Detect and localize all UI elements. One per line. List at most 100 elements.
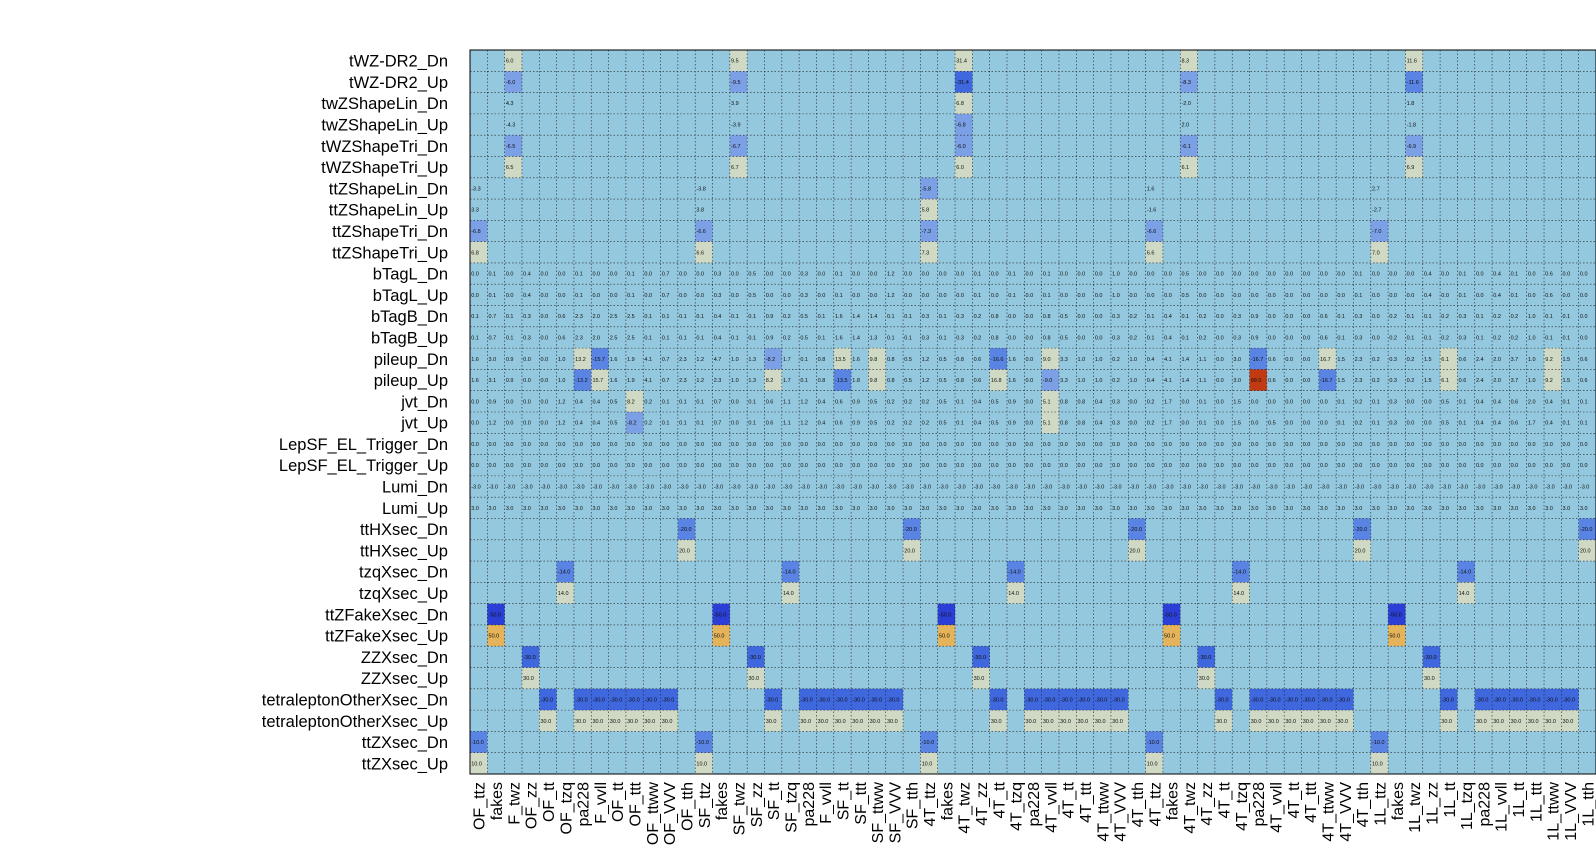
- heatmap-cell: [955, 518, 973, 541]
- heatmap-cell: [695, 71, 713, 93]
- cell-value-label: 6.9: [1407, 165, 1415, 171]
- heatmap-cell: [1249, 71, 1268, 93]
- heatmap-cell: [695, 412, 713, 434]
- heatmap-cell: [851, 71, 869, 93]
- heatmap-cell: [1093, 305, 1112, 328]
- heatmap-cell: [556, 199, 575, 221]
- cell-value-label: 0.3: [1389, 399, 1397, 405]
- heatmap-cell: [539, 348, 557, 370]
- heatmap-cell: [1058, 688, 1077, 711]
- heatmap-cell: [487, 135, 505, 157]
- heatmap-cell: [747, 624, 765, 647]
- heatmap-cell: [1440, 92, 1458, 115]
- heatmap-cell: [573, 156, 592, 179]
- heatmap-cell: [1058, 156, 1077, 179]
- heatmap-cell: [972, 199, 990, 221]
- cell-value-label: 5.1: [1043, 399, 1051, 405]
- heatmap-cell: [1110, 241, 1129, 264]
- cell-value-label: 0.0: [1563, 463, 1571, 469]
- cell-value-label: 0.0: [1147, 442, 1155, 448]
- cell-value-label: 10.0: [1372, 761, 1383, 767]
- heatmap-cell: [1544, 241, 1562, 264]
- heatmap-cell: [1457, 262, 1476, 285]
- heatmap-cell: [1457, 454, 1476, 477]
- heatmap-cell: [695, 284, 713, 306]
- row-label: ttHXsec_Dn: [360, 521, 448, 539]
- heatmap-cell: [1318, 539, 1337, 562]
- cell-value-label: 3.0: [1407, 506, 1415, 512]
- heatmap-cell: [868, 50, 887, 72]
- heatmap-cell: [695, 624, 713, 647]
- heatmap-cell: [1578, 156, 1596, 179]
- heatmap-cell: [1422, 71, 1441, 93]
- heatmap-cell: [885, 156, 904, 179]
- heatmap-cell: [1162, 582, 1181, 604]
- cell-value-label: 0.0: [1129, 399, 1137, 405]
- cell-value-label: 0.2: [1112, 378, 1120, 384]
- cell-value-label: -6.0: [956, 144, 965, 150]
- heatmap-cell: [1405, 326, 1424, 349]
- heatmap-cell: [816, 731, 835, 754]
- heatmap-cell: [833, 369, 852, 392]
- heatmap-cell: [747, 113, 765, 136]
- heatmap-cell: [868, 646, 887, 668]
- heatmap-cell: [920, 688, 939, 711]
- heatmap-cell: [521, 199, 540, 221]
- heatmap-cell: [885, 475, 904, 498]
- heatmap-cell: [851, 177, 869, 200]
- cell-value-label: -14.0: [558, 570, 571, 576]
- cell-value-label: -30.0: [592, 697, 605, 703]
- column-label: 4T_ttz: [1147, 782, 1164, 826]
- cell-value-label: 0.1: [818, 314, 826, 320]
- cell-value-label: 0.0: [679, 272, 687, 278]
- cell-value-label: 0.0: [1233, 442, 1241, 448]
- heatmap-cell: [712, 305, 731, 328]
- heatmap-cell: [1370, 326, 1389, 349]
- heatmap-cell: [1370, 348, 1389, 370]
- cell-value-label: 3.7: [1511, 357, 1519, 363]
- heatmap-cell: [851, 731, 869, 754]
- heatmap-cell: [1284, 752, 1302, 775]
- cell-value-label: 0.4: [1164, 335, 1172, 341]
- cell-value-label: 2.0: [1181, 123, 1189, 129]
- cell-value-label: -30.0: [627, 697, 640, 703]
- heatmap-cell: [781, 113, 800, 136]
- cell-value-label: 0.1: [1459, 293, 1467, 299]
- heatmap-cell: [625, 284, 644, 306]
- heatmap-cell: [1058, 518, 1077, 541]
- heatmap-cell: [1058, 412, 1077, 434]
- cell-value-label: 0.8: [818, 357, 826, 363]
- cell-value-label: 0.3: [1233, 314, 1241, 320]
- column-label: OF_ttt: [628, 781, 645, 826]
- heatmap-cell: [1422, 688, 1441, 711]
- heatmap-cell: [1440, 71, 1458, 93]
- heatmap-cell: [920, 433, 939, 455]
- heatmap-cell: [625, 262, 644, 285]
- heatmap-cell: [1110, 284, 1129, 306]
- row-label: jvt_Up: [400, 415, 448, 433]
- heatmap-cell: [851, 646, 869, 668]
- heatmap-cell: [573, 284, 592, 306]
- column-label: 4T_tt: [1217, 781, 1234, 818]
- cell-value-label: 30.0: [818, 719, 829, 725]
- heatmap-cell: [937, 603, 956, 626]
- heatmap-cell: [504, 688, 523, 711]
- heatmap-cell: [1353, 454, 1372, 477]
- heatmap-cell: [781, 582, 800, 604]
- heatmap-cell: [1007, 156, 1025, 179]
- heatmap-cell: [1284, 262, 1302, 285]
- cell-value-label: 3.0: [1233, 357, 1241, 363]
- cell-value-label: 3.0: [506, 506, 514, 512]
- cell-value-label: 0.0: [506, 399, 514, 405]
- heatmap-cell: [1162, 241, 1181, 264]
- heatmap-cell: [1405, 731, 1424, 754]
- heatmap-cell: [504, 156, 523, 179]
- cell-value-label: -3.0: [662, 485, 671, 491]
- heatmap-cell: [729, 326, 748, 349]
- heatmap-cell: [1318, 518, 1337, 541]
- cell-value-label: 0.0: [731, 399, 739, 405]
- heatmap-cell: [833, 284, 852, 306]
- heatmap-cell: [677, 135, 696, 157]
- heatmap-cell: [764, 50, 783, 72]
- heatmap-cell: [1370, 539, 1389, 562]
